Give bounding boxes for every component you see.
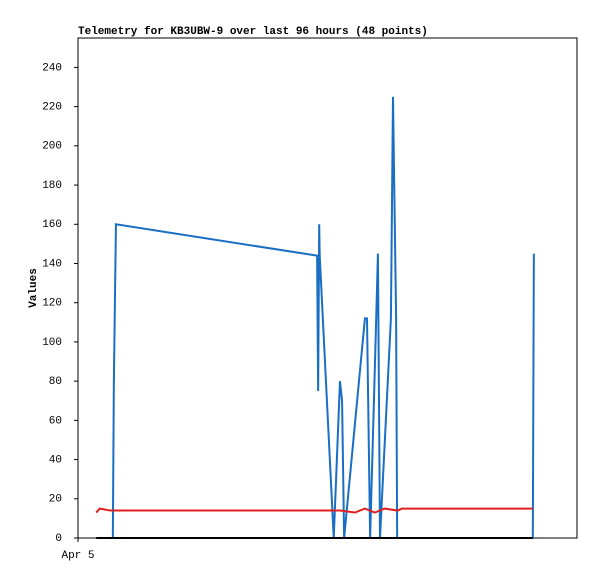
y-tick-label: 60 <box>49 415 62 427</box>
y-axis-label: Values <box>28 268 40 308</box>
y-tick-label: 120 <box>42 298 62 310</box>
series-line <box>111 96 535 539</box>
y-tick-label: 140 <box>42 258 62 270</box>
chart-title: Telemetry for KB3UBW-9 over last 96 hour… <box>78 26 428 38</box>
y-tick-label: 200 <box>42 141 62 153</box>
y-tick-label: 240 <box>42 62 62 74</box>
x-tick-label: Apr 5 <box>61 550 94 562</box>
y-tick-label: 40 <box>49 454 62 466</box>
series-line <box>95 507 533 514</box>
plot-frame <box>77 37 578 539</box>
y-tick-label: 20 <box>49 494 62 506</box>
y-tick-label: 80 <box>49 376 62 388</box>
y-tick-label: 220 <box>42 102 62 114</box>
y-tick-label: 100 <box>42 337 62 349</box>
y-tick-label: 0 <box>55 533 62 545</box>
y-tick-label: 160 <box>42 219 62 231</box>
y-tick-label: 180 <box>42 180 62 192</box>
